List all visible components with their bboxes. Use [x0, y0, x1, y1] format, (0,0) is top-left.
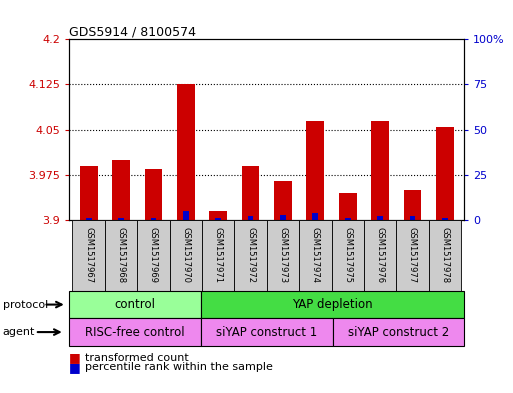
Bar — [201, 291, 464, 318]
Text: GSM1517967: GSM1517967 — [84, 228, 93, 283]
Bar — [242, 166, 260, 220]
Text: GSM1517973: GSM1517973 — [279, 228, 287, 283]
Text: GSM1517968: GSM1517968 — [116, 228, 126, 283]
Bar — [137, 220, 170, 291]
Bar — [105, 220, 137, 291]
Bar — [145, 169, 162, 220]
Bar — [201, 318, 333, 346]
Bar — [371, 121, 389, 220]
Text: GSM1517969: GSM1517969 — [149, 228, 158, 283]
Bar — [306, 121, 324, 220]
Bar — [442, 218, 448, 220]
Text: ■: ■ — [69, 351, 81, 364]
Text: GSM1517971: GSM1517971 — [214, 228, 223, 283]
Bar — [118, 218, 124, 220]
Bar — [72, 220, 105, 291]
Text: siYAP construct 1: siYAP construct 1 — [216, 325, 318, 339]
Bar — [177, 84, 195, 220]
Text: protocol: protocol — [3, 299, 48, 310]
Bar — [69, 318, 201, 346]
Bar — [280, 215, 286, 220]
Bar — [299, 220, 331, 291]
Text: RISC-free control: RISC-free control — [85, 325, 185, 339]
Bar — [333, 318, 464, 346]
Bar — [183, 211, 189, 220]
Bar — [339, 193, 357, 220]
Bar — [248, 217, 253, 220]
Bar — [234, 220, 267, 291]
Bar — [377, 217, 383, 220]
Text: YAP depletion: YAP depletion — [292, 298, 373, 311]
Bar — [429, 220, 461, 291]
Bar — [150, 218, 156, 220]
Bar — [274, 181, 292, 220]
Bar — [202, 220, 234, 291]
Text: control: control — [114, 298, 155, 311]
Bar — [170, 220, 202, 291]
Text: GSM1517975: GSM1517975 — [343, 228, 352, 283]
Text: percentile rank within the sample: percentile rank within the sample — [85, 362, 272, 373]
Bar — [364, 220, 396, 291]
Text: GSM1517977: GSM1517977 — [408, 228, 417, 283]
Bar — [331, 220, 364, 291]
Text: siYAP construct 2: siYAP construct 2 — [348, 325, 449, 339]
Bar — [396, 220, 429, 291]
Text: transformed count: transformed count — [85, 353, 188, 363]
Text: GDS5914 / 8100574: GDS5914 / 8100574 — [69, 25, 196, 38]
Bar — [215, 218, 221, 220]
Bar — [312, 213, 318, 220]
Bar — [209, 211, 227, 220]
Text: GSM1517978: GSM1517978 — [440, 228, 449, 283]
Text: GSM1517976: GSM1517976 — [376, 228, 385, 283]
Text: agent: agent — [3, 327, 35, 337]
Bar — [267, 220, 299, 291]
Text: GSM1517970: GSM1517970 — [181, 228, 190, 283]
Bar — [436, 127, 453, 220]
Bar — [69, 291, 201, 318]
Text: GSM1517972: GSM1517972 — [246, 228, 255, 283]
Bar — [80, 166, 97, 220]
Bar — [86, 218, 92, 220]
Text: ■: ■ — [69, 361, 81, 374]
Text: GSM1517974: GSM1517974 — [311, 228, 320, 283]
Bar — [404, 190, 421, 220]
Bar — [409, 217, 416, 220]
Bar — [112, 160, 130, 220]
Bar — [345, 218, 350, 220]
